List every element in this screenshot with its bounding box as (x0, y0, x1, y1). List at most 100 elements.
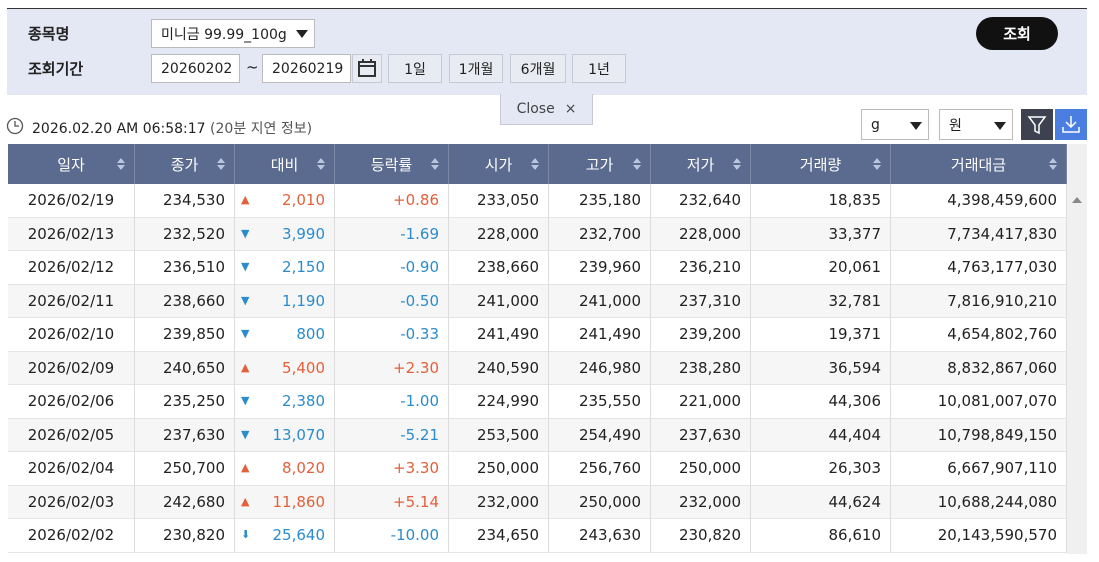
header-text: 거래대금 (950, 155, 1007, 174)
table-cell: ▼ 13,070 (235, 418, 335, 452)
change-arrow: ▼ (241, 226, 250, 240)
column-header[interactable]: 거래대금 (891, 144, 1067, 184)
sort-icon (1049, 158, 1057, 170)
table-cell: 228,000 (651, 217, 751, 251)
sort-icon (733, 158, 741, 170)
calendar-button[interactable] (352, 54, 382, 83)
scroll-up[interactable] (1067, 184, 1087, 214)
quick-button[interactable]: 1개월 (449, 54, 503, 83)
table-cell: ▲ 8,020 (235, 452, 335, 486)
column-header[interactable]: 종가 (135, 144, 235, 184)
table-cell: ▼ 2,380 (235, 385, 335, 419)
close-icon: × (564, 101, 577, 117)
table-cell: 7,734,417,830 (891, 217, 1067, 251)
table-cell: 36,594 (751, 351, 891, 385)
table-cell: 2026/02/11 (8, 284, 135, 318)
change-value: 1,190 (282, 291, 325, 310)
table-cell: 26,303 (751, 452, 891, 486)
column-header[interactable]: 대비 (235, 144, 335, 184)
table-cell: 224,990 (449, 385, 549, 419)
change-value: 13,070 (272, 425, 326, 444)
sort-icon (633, 158, 641, 170)
table-cell: +0.86 (335, 184, 449, 218)
unit-select[interactable]: g (861, 109, 929, 140)
table-cell: 238,660 (449, 251, 549, 285)
table-cell: 32,781 (751, 284, 891, 318)
table-cell: -0.50 (335, 284, 449, 318)
table-cell: 86,610 (751, 519, 891, 553)
unit-value: g (871, 116, 880, 133)
table-cell: 238,660 (135, 284, 235, 318)
start-date[interactable]: 20260202 (151, 54, 240, 83)
column-header[interactable]: 등락률 (335, 144, 449, 184)
timestamp: 2026.02.20 AM 06:58:17 (20분 지연 정보) (32, 118, 312, 138)
quick-button[interactable]: 6개월 (510, 54, 566, 83)
table-cell: +2.30 (335, 351, 449, 385)
sort-icon (317, 158, 325, 170)
end-date[interactable]: 20260219 (262, 54, 351, 83)
table-cell: 2026/02/06 (8, 385, 135, 419)
search-button[interactable]: 조회 (976, 17, 1058, 50)
table-cell: 241,000 (449, 284, 549, 318)
item-select[interactable]: 미니금 99.99_100g (151, 19, 315, 48)
table-cell: 4,763,177,030 (891, 251, 1067, 285)
table-cell: 44,306 (751, 385, 891, 419)
scrollbar (1067, 144, 1087, 554)
table-cell: ▼ 3,990 (235, 217, 335, 251)
table-cell: 44,624 (751, 485, 891, 519)
table-cell: ▲ 2,010 (235, 184, 335, 218)
table-cell: 236,510 (135, 251, 235, 285)
table-cell: 256,760 (549, 452, 651, 486)
column-header[interactable]: 일자 (8, 144, 135, 184)
table-cell: 250,000 (449, 452, 549, 486)
table-cell: 10,798,849,150 (891, 418, 1067, 452)
table-cell: 239,960 (549, 251, 651, 285)
currency-select[interactable]: 원 (939, 109, 1013, 140)
table-cell: 10,688,244,080 (891, 485, 1067, 519)
close-text: Close (516, 101, 555, 117)
period-label: 조회기간 (28, 60, 84, 78)
column-header[interactable]: 거래량 (751, 144, 891, 184)
change-value: 11,860 (272, 492, 326, 511)
table-cell: 4,398,459,600 (891, 184, 1067, 218)
change-arrow: ▲ (241, 193, 250, 206)
sort-icon (531, 158, 539, 170)
table-cell: -5.21 (335, 418, 449, 452)
close-tab[interactable]: Close × (500, 94, 593, 125)
table-cell: 250,000 (549, 485, 651, 519)
table-cell: 221,000 (651, 385, 751, 419)
quick-button[interactable]: 1일 (388, 54, 442, 83)
date-separator: ~ (246, 58, 259, 76)
table-cell: 230,820 (135, 519, 235, 553)
change-value: 2,150 (282, 258, 325, 277)
table-cell: 10,081,007,070 (891, 385, 1067, 419)
table-cell: 2026/02/09 (8, 351, 135, 385)
table-cell: 241,490 (449, 318, 549, 352)
table-cell: -0.90 (335, 251, 449, 285)
table-cell: 2026/02/10 (8, 318, 135, 352)
download-button[interactable] (1055, 109, 1087, 140)
column-header[interactable]: 저가 (651, 144, 751, 184)
filter-button[interactable] (1021, 109, 1053, 140)
table-cell: 239,850 (135, 318, 235, 352)
table-cell: -10.00 (335, 519, 449, 553)
header-text: 대비 (270, 155, 299, 174)
change-value: 5,400 (282, 358, 325, 377)
change-value: 8,020 (282, 459, 325, 478)
table-cell: 33,377 (751, 217, 891, 251)
change-value: 2,380 (282, 392, 325, 411)
table-cell: 237,630 (651, 418, 751, 452)
sort-icon (873, 158, 881, 170)
column-header[interactable]: 고가 (549, 144, 651, 184)
quick-button[interactable]: 1년 (572, 54, 626, 83)
column-header[interactable]: 시가 (449, 144, 549, 184)
table-cell: 20,143,590,570 (891, 519, 1067, 553)
table-cell: 2026/02/12 (8, 251, 135, 285)
item-value: 미니금 99.99_100g (161, 26, 287, 43)
table-cell: 2026/02/13 (8, 217, 135, 251)
table-cell: 20,061 (751, 251, 891, 285)
table-cell: 238,280 (651, 351, 751, 385)
table-cell: ⬇ 25,640 (235, 519, 335, 553)
table-cell: 234,530 (135, 184, 235, 218)
